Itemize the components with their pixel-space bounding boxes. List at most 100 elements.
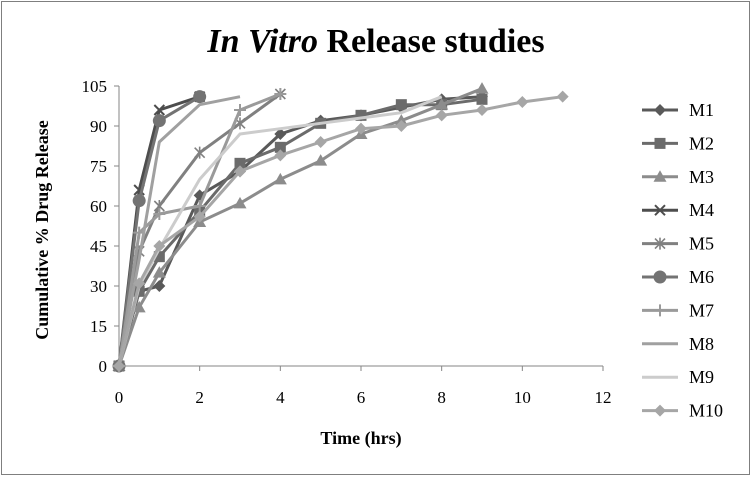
y-tick-label: 75 [90, 157, 107, 176]
legend-item-m1: M1 [642, 100, 714, 120]
series-line-m10 [117, 95, 563, 367]
data-point-m4 [153, 104, 166, 116]
legend-item-m3: M3 [642, 167, 714, 187]
data-point-m10 [314, 136, 327, 148]
data-point-m7 [234, 104, 246, 116]
data-point-m2 [234, 157, 246, 169]
plot-area [112, 82, 569, 373]
data-point-m10 [395, 120, 408, 132]
data-point-m2 [395, 99, 407, 111]
legend-item-m9: M9 [642, 367, 714, 387]
data-point-m3 [132, 300, 146, 313]
x-tick-label: 8 [437, 388, 446, 407]
legend-label: M2 [689, 133, 714, 153]
legend-item-m5: M5 [642, 234, 714, 254]
legend: M1 M2 M3 M4 M5 M6 M7 M8 M9 M10 [642, 100, 723, 421]
series-m10 [113, 90, 569, 372]
x-tick-label: 2 [195, 388, 204, 407]
x-tick-label: 0 [115, 388, 124, 407]
legend-label: M3 [689, 167, 714, 187]
chart-title: In Vitro Release studies [206, 23, 544, 60]
data-point-m3 [435, 98, 449, 110]
legend-label: M1 [689, 100, 714, 120]
data-point-m2 [355, 109, 367, 121]
y-tick-label: 105 [82, 77, 108, 96]
chart-title-rest: Release studies [318, 23, 545, 60]
data-point-m10 [274, 149, 287, 162]
data-point-m5 [194, 146, 206, 159]
series-line-m8 [117, 95, 241, 367]
legend-marker [654, 204, 666, 216]
data-point-m7 [193, 200, 206, 212]
legend-item-m4: M4 [642, 200, 714, 220]
data-point-m2 [274, 141, 286, 153]
data-point-m1 [274, 128, 287, 140]
data-point-m3 [314, 154, 328, 166]
y-tick-label: 90 [90, 117, 107, 136]
data-point-m2 [153, 251, 165, 263]
x-tick-label: 12 [595, 388, 612, 407]
x-axis-title: Time (hrs) [320, 428, 401, 449]
data-point-m10 [516, 96, 529, 108]
data-point-m3 [475, 82, 489, 94]
x-tick-label: 4 [276, 388, 285, 407]
data-point-m10 [355, 122, 367, 135]
legend-item-m7: M7 [642, 300, 714, 320]
data-point-m10 [193, 210, 206, 223]
data-point-m1 [153, 280, 166, 292]
y-axis-title: Cumulative % Drug Release [32, 120, 52, 339]
legend-item-m10: M10 [642, 401, 723, 421]
legend-marker [654, 104, 666, 116]
legend-label: M4 [689, 200, 714, 220]
data-point-m3 [273, 172, 287, 185]
data-point-m10 [435, 109, 448, 122]
legend-marker [654, 304, 666, 317]
series-m6 [112, 90, 207, 373]
legend-label: M9 [689, 367, 714, 387]
series-line-m6 [117, 95, 201, 367]
data-point-m6 [152, 114, 166, 128]
x-tick-label: 6 [357, 388, 366, 407]
legend-item-m8: M8 [642, 334, 714, 354]
series-m8 [117, 95, 241, 367]
legend-marker [654, 404, 666, 417]
data-point-m6 [132, 194, 146, 208]
legend-marker [654, 137, 666, 149]
legend-label: M7 [689, 300, 714, 320]
data-point-m10 [234, 165, 246, 178]
y-tick-label: 15 [90, 317, 107, 336]
chart-title-italic: In Vitro [206, 23, 318, 60]
x-tick-label: 10 [514, 388, 531, 407]
legend-label: M6 [689, 267, 714, 287]
data-point-m3 [152, 266, 166, 278]
data-point-m7 [153, 208, 166, 220]
data-point-m2 [476, 93, 488, 105]
data-point-m10 [476, 104, 488, 116]
data-point-m3 [233, 196, 247, 209]
series-line-m1 [117, 95, 483, 367]
data-point-m10 [133, 277, 146, 290]
y-tick-label: 0 [99, 357, 108, 376]
legend-label: M5 [689, 234, 714, 254]
y-tick-label: 45 [90, 237, 107, 256]
legend-marker [653, 270, 667, 284]
data-point-m10 [556, 90, 569, 103]
legend-item-m6: M6 [642, 267, 714, 287]
axes: 0 15 30 45 60 75 90 105 0 2 4 6 8 10 12 [82, 77, 612, 407]
data-point-m7 [274, 88, 287, 100]
series-line-m2 [117, 97, 483, 367]
series-line-m7 [117, 92, 281, 367]
data-point-m10 [153, 240, 166, 252]
legend-label: M10 [689, 401, 723, 421]
legend-item-m2: M2 [642, 133, 714, 153]
data-point-m10 [113, 360, 125, 372]
legend-marker [653, 170, 667, 182]
data-point-m3 [394, 114, 408, 126]
legend-label: M8 [689, 334, 714, 354]
legend-marker [654, 237, 666, 250]
y-tick-label: 60 [90, 197, 107, 216]
y-tick-label: 30 [90, 277, 107, 296]
data-point-m6 [193, 90, 207, 104]
